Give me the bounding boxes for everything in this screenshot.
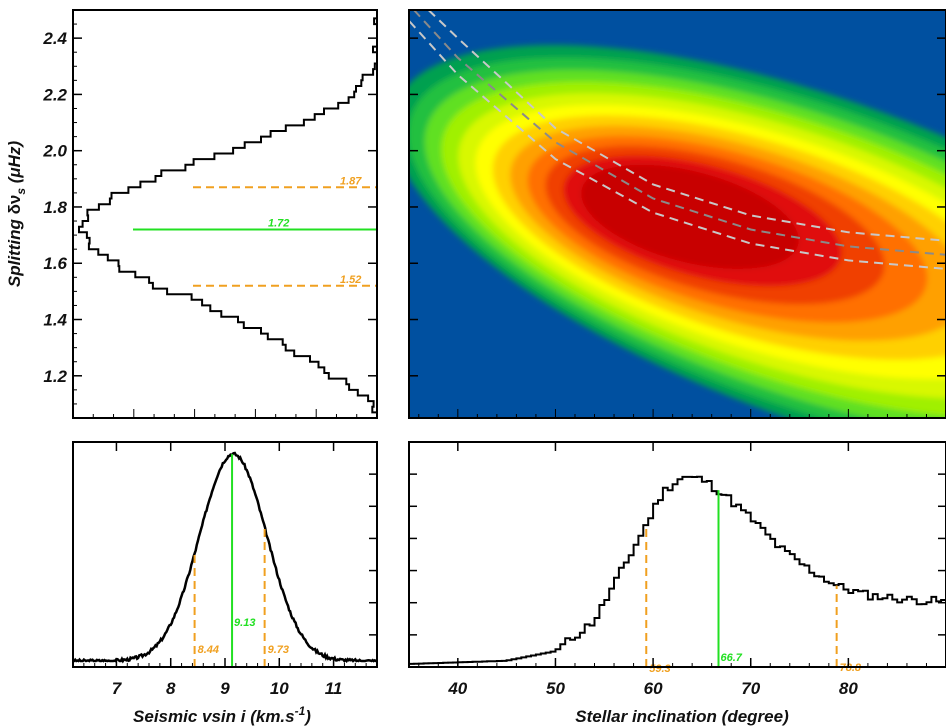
splitting-y-tick-label: 2.2	[42, 85, 67, 104]
inclination-x-tick-label: 80	[839, 679, 858, 698]
vsini-x-tick-label: 7	[112, 679, 123, 698]
vsini-x-tick-label: 10	[270, 679, 289, 698]
vsini-x-axis-title-end: )	[303, 707, 311, 726]
inclination-frame	[408, 441, 946, 668]
vsini-x-axis-title: Seismic vsin i (km.s-1)	[133, 704, 311, 726]
density-contour-level	[581, 164, 799, 269]
splitting-y-tick-label: 2.0	[42, 142, 67, 161]
vsini-lower-label: 8.44	[198, 644, 219, 656]
vsini-frame	[72, 441, 378, 668]
inclination-x-tick-label: 70	[741, 679, 760, 698]
vsini-x-axis-title-main: Seismic vsin i (km.s	[133, 707, 295, 726]
density-map-panel	[408, 9, 946, 419]
inclination-curve-upper	[409, 19, 946, 270]
vsini-x-tick-label: 9	[220, 679, 230, 698]
vsini-upper-label: 9.73	[268, 644, 289, 656]
y-axis-title-subscript: s	[14, 188, 28, 195]
vsini-x-tick-label: 11	[325, 679, 343, 698]
splitting-lower-label: 1.52	[340, 274, 361, 286]
vsini-histogram-line	[73, 451, 377, 664]
y-axis-title-suffix: (μHz)	[5, 141, 24, 188]
splitting-y-tick-label: 1.4	[43, 311, 67, 330]
inclination-histogram-line	[409, 475, 946, 665]
splitting-y-tick-label: 1.6	[43, 254, 67, 273]
splitting-histogram-line	[78, 10, 377, 418]
inclination-median-label: 66.7	[721, 652, 743, 664]
vsini-histogram-panel: 9.13 8.44 9.73 7 8 9 10 11 Seismic vsin i (k…	[72, 441, 378, 726]
inclination-x-axis-title: Stellar inclination (degree)	[575, 707, 789, 726]
vsini-x-axis-title-sup: -1	[295, 704, 306, 718]
inclination-x-tick-label: 50	[546, 679, 565, 698]
splitting-histogram-panel: 1.72 1.52 1.87 1.2 1.4 1.6 1.8 2.0 2.2 2.4	[42, 9, 378, 419]
vsini-x-tick-label: 8	[166, 679, 176, 698]
splitting-y-tick-label: 2.4	[42, 29, 67, 48]
splitting-ticks: 1.2 1.4 1.6 1.8 2.0 2.2 2.4	[42, 9, 377, 418]
splitting-upper-label: 1.87	[340, 175, 362, 187]
inclination-curve-lower	[427, 10, 946, 242]
vsini-median-label: 9.13	[234, 617, 255, 629]
inclination-x-tick-label: 60	[644, 679, 663, 698]
y-axis-title-prefix: Splitting	[5, 214, 24, 287]
splitting-frame	[72, 9, 378, 419]
splitting-y-tick-label: 1.2	[43, 367, 67, 386]
splitting-y-tick-label: 1.8	[43, 198, 67, 217]
splitting-median-label: 1.72	[268, 217, 289, 229]
density-frame	[408, 9, 946, 419]
inclination-x-tick-label: 40	[447, 679, 467, 698]
inclination-curve-center	[413, 10, 946, 256]
y-axis-title: Splitting δνs (μHz)	[5, 141, 28, 288]
inclination-histogram-panel: 66.7 59.3 78.8 40 50 60 70 80 Stellar inclin…	[408, 441, 946, 726]
y-axis-title-symbol: δν	[5, 195, 24, 215]
density-ticks	[409, 37, 946, 418]
inclination-ticks: 40 50 60 70 80	[409, 442, 946, 698]
vsini-ticks: 7 8 9 10 11	[83, 442, 378, 698]
